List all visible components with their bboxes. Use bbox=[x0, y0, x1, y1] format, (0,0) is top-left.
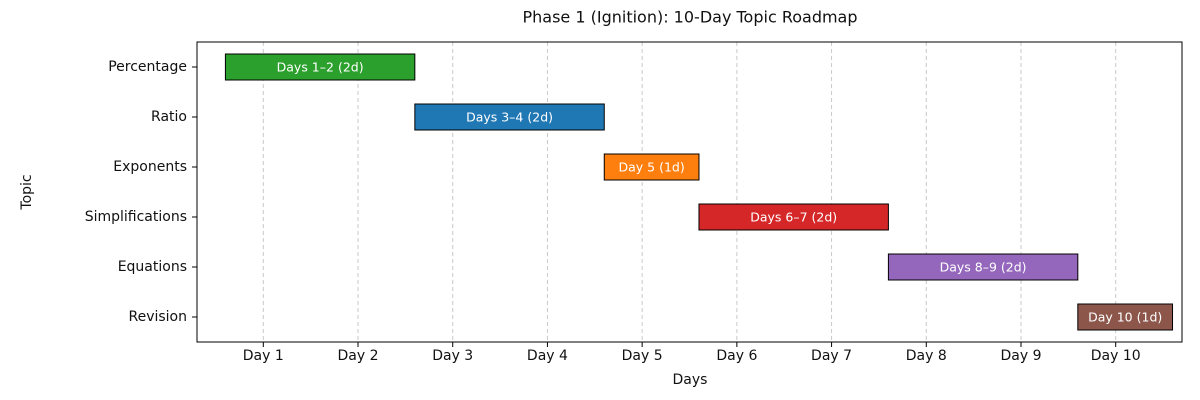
bar bbox=[603, 153, 700, 181]
bar bbox=[887, 253, 1079, 281]
bar bbox=[414, 103, 605, 131]
bar-label: Days 6–7 (2d) bbox=[750, 210, 837, 225]
bar-label: Days 3–4 (2d) bbox=[466, 110, 553, 125]
y-tick-label: Ratio bbox=[151, 109, 187, 125]
x-tick-label: Day 3 bbox=[432, 348, 473, 364]
bar bbox=[1077, 303, 1174, 331]
x-tick-label: Day 10 bbox=[1091, 348, 1141, 364]
x-tick-label: Day 5 bbox=[622, 348, 663, 364]
y-tick-label: Percentage bbox=[108, 59, 187, 75]
chart-title: Phase 1 (Ignition): 10-Day Topic Roadmap bbox=[522, 8, 857, 27]
y-tick-label: Revision bbox=[128, 309, 187, 325]
y-tick-label: Exponents bbox=[113, 159, 187, 175]
x-tick-label: Day 1 bbox=[243, 348, 284, 364]
x-tick-label: Day 4 bbox=[527, 348, 568, 364]
x-tick-label: Day 9 bbox=[1000, 348, 1041, 364]
bar-label: Day 5 (1d) bbox=[618, 160, 684, 175]
y-axis-label: Topic bbox=[19, 174, 35, 210]
x-tick-label: Day 2 bbox=[338, 348, 379, 364]
y-tick-label: Simplifications bbox=[85, 209, 187, 225]
x-tick-label: Day 6 bbox=[716, 348, 757, 364]
y-tick-label: Equations bbox=[118, 259, 187, 275]
plot-frame bbox=[196, 41, 1183, 343]
bar-label: Day 10 (1d) bbox=[1088, 310, 1162, 325]
bar-label: Days 1–2 (2d) bbox=[277, 60, 364, 75]
bar-label: Days 8–9 (2d) bbox=[940, 260, 1027, 275]
bar bbox=[698, 203, 889, 231]
x-tick-label: Day 7 bbox=[811, 348, 852, 364]
x-tick-label: Day 8 bbox=[906, 348, 947, 364]
x-axis-label: Days bbox=[673, 372, 708, 388]
bar bbox=[224, 53, 416, 81]
